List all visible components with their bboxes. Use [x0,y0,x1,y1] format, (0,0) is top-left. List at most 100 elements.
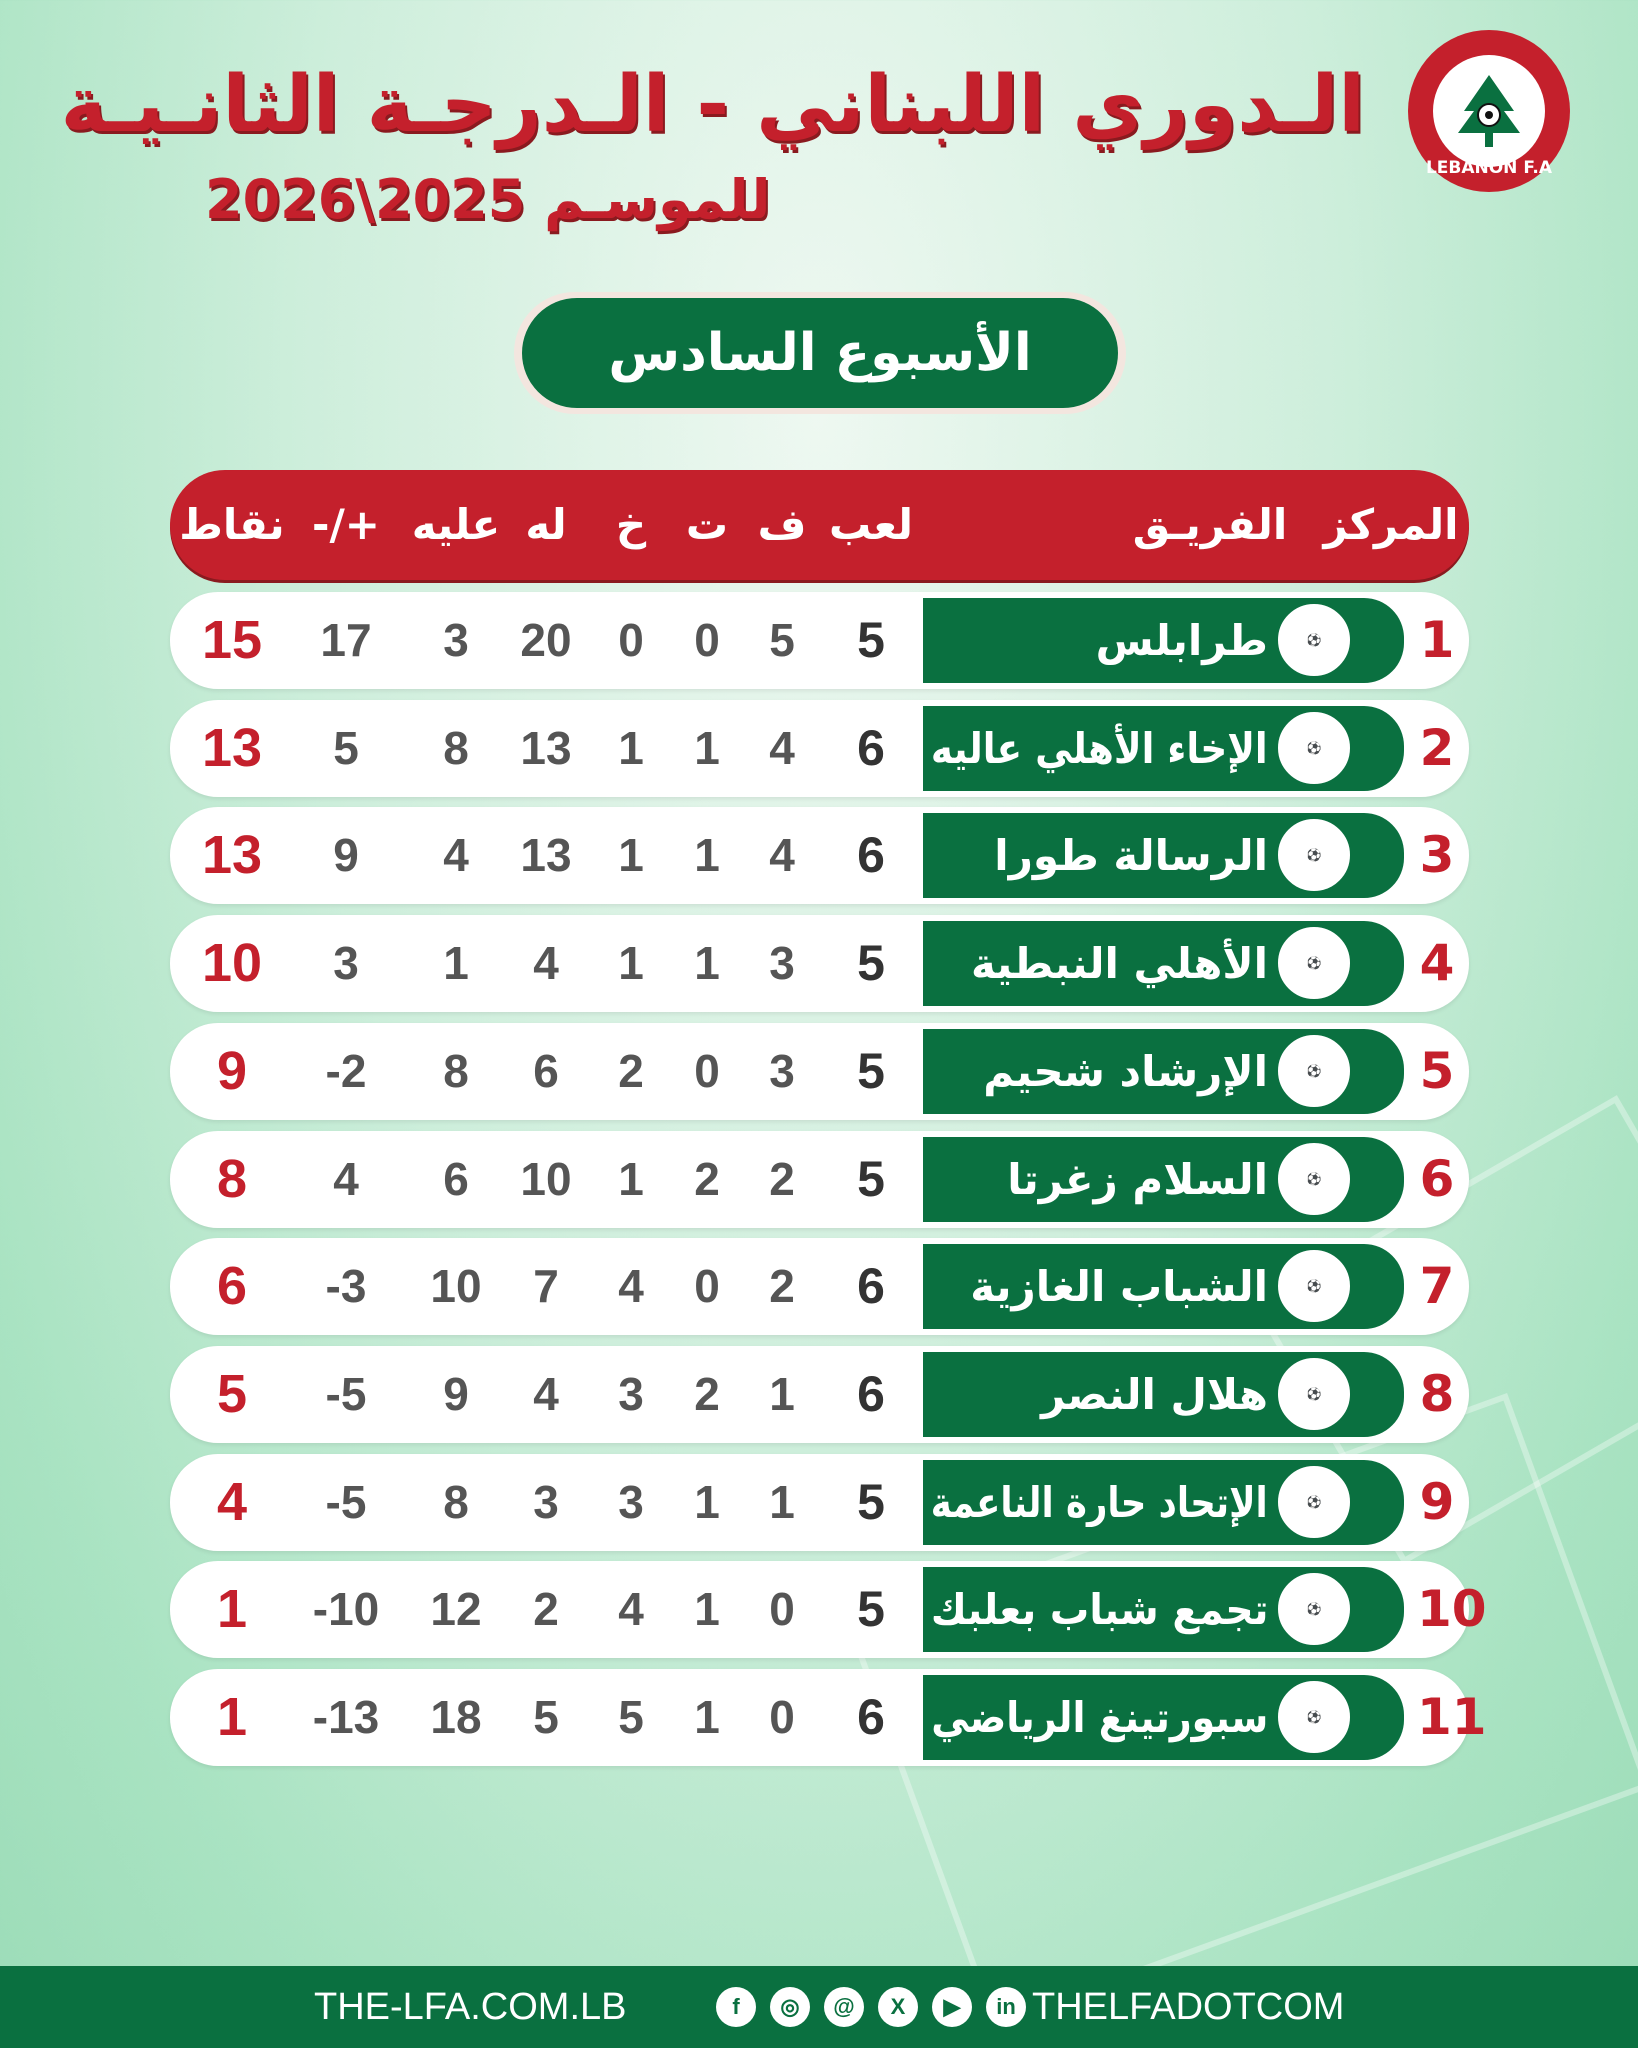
gf-value: 4 [533,937,559,990]
team-cell: هلال النصر ⚽ [923,1351,1404,1437]
instagram-icon[interactable]: ◎ [770,1987,810,2027]
table-row: تجمع شباب بعلبك ⚽ 10 5 0 1 4 2 12 -10 1 [170,1561,1487,1659]
team-cell: سبورتينغ الرياضي ⚽ [923,1675,1404,1760]
ga-value: 4 [443,829,469,882]
team-name-box: السلام زغرتا [931,1137,1268,1222]
team-name: الأهلي النبطية [970,939,1268,989]
gf-value: 7 [533,1260,559,1313]
gd-value: -5 [325,1367,367,1420]
won-value: 1 [769,1367,795,1420]
gd-value: -2 [325,1044,367,1097]
rank: 9 [1419,1472,1455,1531]
week-label: الأسبوع السادس [522,298,1118,408]
played-value: 5 [857,612,885,668]
team-name-box: تجمع شباب بعلبك [930,1567,1268,1652]
pts-value: 6 [216,1256,248,1317]
social-handle[interactable]: THELFADOTCOM [1032,1986,1345,2028]
drawn-value: 1 [694,1475,720,1528]
team-cell: الإرشاد شحيم ⚽ [923,1028,1404,1114]
header-gf: له [525,500,567,549]
lebanon-fa-logo: LEBANON F.A [1408,30,1570,192]
team-name: الشباب الغازية [970,1262,1268,1312]
gf-value: 13 [520,829,572,882]
team-name: تجمع شباب بعلبك [930,1585,1268,1635]
table-row: الإتحاد حارة الناعمة ⚽ 9 5 1 1 3 3 8 -5 4 [170,1453,1469,1551]
team-cell: الإخاء الأهلي عاليه ⚽ [923,705,1404,791]
drawn-value: 2 [694,1152,720,1205]
gd-value: 17 [320,614,372,666]
table-row: الإرشاد شحيم ⚽ 5 5 3 0 2 6 8 -2 9 [170,1022,1469,1120]
social-icons: f ◎ @ X ▶ in [716,1987,1026,2027]
ga-value: 8 [443,1044,469,1097]
ga-value: 9 [443,1367,469,1420]
gd-value: -13 [312,1691,380,1743]
team-cell: طرابلس ⚽ [923,598,1404,683]
rank: 8 [1419,1364,1455,1423]
played-value: 5 [857,1581,885,1638]
website-link[interactable]: THE-LFA.COM.LB [314,1986,627,2028]
gf-value: 3 [533,1475,559,1528]
team-logo-icon: ⚽ [1274,1353,1354,1434]
threads-icon[interactable]: @ [824,1987,864,2027]
pts-value: 9 [216,1040,248,1101]
team-name-box: الأهلي النبطية [931,921,1268,1006]
team-cell: الشباب الغازية ⚽ [923,1244,1404,1330]
facebook-icon[interactable]: f [716,1987,756,2027]
drawn-value: 2 [694,1367,720,1420]
drawn-value: 1 [694,721,720,774]
rank: 6 [1419,1149,1455,1208]
team-name: طرابلس [1095,616,1268,665]
ga-value: 18 [430,1691,482,1743]
table-row: طرابلس ⚽ 1 5 5 0 0 20 3 17 15 [170,592,1469,689]
x-icon[interactable]: X [878,1987,918,2027]
gf-value: 4 [533,1367,559,1420]
team-cell: الأهلي النبطية ⚽ [923,921,1404,1007]
team-logo-icon: ⚽ [1274,1677,1354,1757]
rank: 2 [1419,718,1455,777]
rank: 5 [1419,1041,1455,1100]
footer: THE-LFA.COM.LB f ◎ @ X ▶ in THELFADOTCOM [0,1966,1638,2048]
played-value: 5 [857,1150,885,1207]
team-logo-icon: ⚽ [1274,815,1354,896]
won-value: 3 [769,1044,795,1097]
ga-value: 8 [443,1475,469,1528]
team-name-box: الإتحاد حارة الناعمة [931,1460,1268,1545]
gf-value: 6 [533,1044,559,1097]
team-name-box: الإرشاد شحيم [931,1029,1268,1114]
rank: 10 [1417,1580,1487,1639]
played-value: 6 [857,719,885,776]
won-value: 4 [769,721,795,774]
team-name-box: طرابلس [931,598,1268,683]
won-value: 3 [769,937,795,990]
lost-value: 1 [618,937,644,990]
team-logo-icon: ⚽ [1274,1030,1354,1111]
gf-value: 10 [520,1152,572,1205]
drawn-value: 0 [694,1044,720,1097]
lost-value: 4 [618,1260,644,1313]
pts-value: 10 [201,933,263,994]
youtube-icon[interactable]: ▶ [932,1987,972,2027]
linkedin-icon[interactable]: in [986,1987,1026,2027]
played-value: 6 [857,1258,885,1315]
lost-value: 2 [618,1044,644,1097]
team-name: سبورتينغ الرياضي [930,1693,1268,1742]
header-rank: المركز [1323,500,1459,549]
rank: 11 [1417,1688,1487,1746]
won-value: 1 [769,1475,795,1528]
header-ga: عليه [411,500,501,549]
drawn-value: 0 [694,1260,720,1313]
team-logo-icon: ⚽ [1274,1461,1354,1542]
lost-value: 1 [618,829,644,882]
team-name: السلام زغرتا [1007,1154,1268,1204]
gd-value: -3 [325,1260,367,1313]
team-logo-icon: ⚽ [1274,600,1354,680]
won-value: 2 [769,1260,795,1313]
lost-value: 4 [618,1583,644,1636]
pts-value: 15 [201,610,263,670]
rank: 1 [1419,611,1455,669]
played-value: 6 [857,1365,885,1422]
pts-value: 13 [201,717,263,778]
ga-value: 3 [443,614,469,666]
team-logo-icon: ⚽ [1274,1138,1354,1219]
table-row: الأهلي النبطية ⚽ 4 5 3 1 1 4 1 3 10 [170,915,1469,1013]
